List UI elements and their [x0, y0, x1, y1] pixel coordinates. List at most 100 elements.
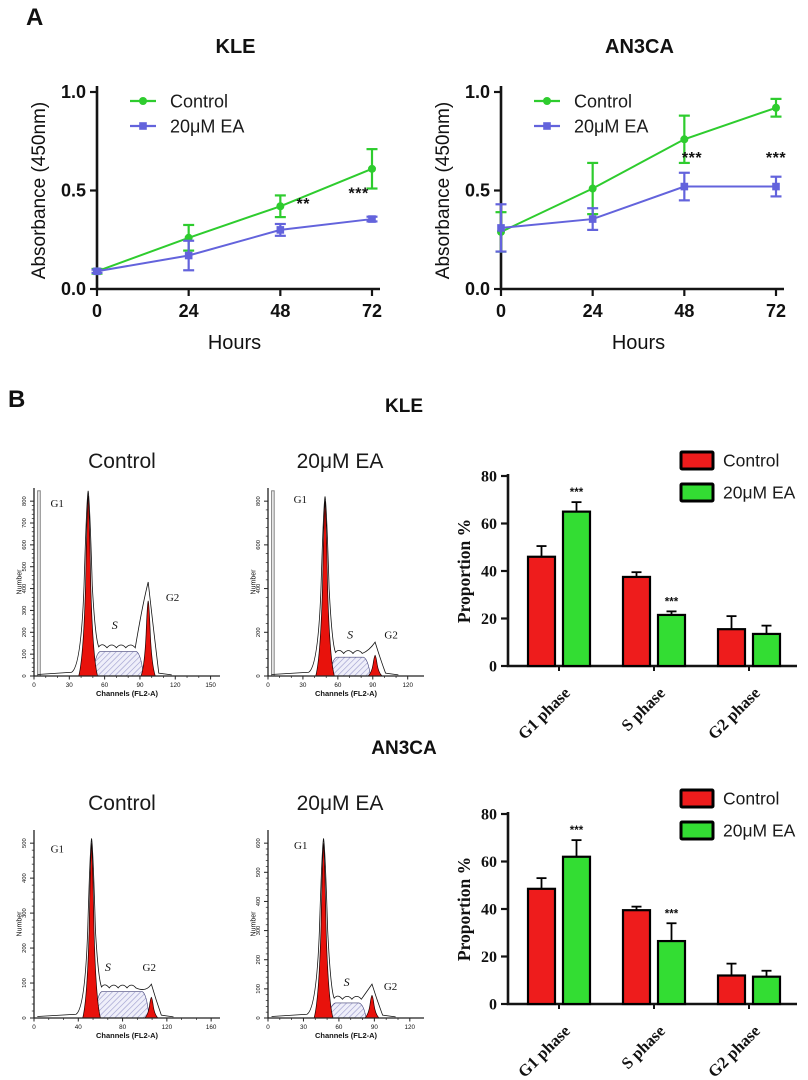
legend-label: Control [574, 92, 632, 112]
y-tick-label: 80 [481, 469, 497, 486]
svg-text:600: 600 [22, 540, 28, 550]
svg-text:500: 500 [22, 838, 28, 848]
legend-label: 20μM EA [723, 821, 796, 841]
kle-growth-chart: KLE 0.0 0.5 1.0 0 24 48 72 Hours Absorbance (450… [30, 34, 405, 374]
svg-text:200: 200 [22, 627, 28, 637]
svg-text:40: 40 [75, 1024, 83, 1031]
an3ca-growth-plot: 0.0 0.5 1.0 0 24 48 72 Hours Absorbance (450nm) C… [434, 82, 786, 354]
x-tick-label: 72 [362, 301, 382, 321]
svg-text:600: 600 [256, 838, 262, 848]
svg-text:300: 300 [22, 908, 28, 918]
category-label: S phase [617, 1021, 668, 1072]
an3ca-cellcycle-plot: 0 20 40 60 80 Proportion % G1 phase S phase G2 p… [455, 788, 797, 1080]
legend-label: Control [170, 92, 228, 112]
kle-flow-control-title: Control [88, 450, 156, 473]
x-axis-title: Channels (FL2-A) [96, 689, 159, 698]
y-axis-title: Absorbance (450nm) [30, 102, 50, 279]
y-tick-label: 40 [481, 902, 497, 919]
y-axis-title: Number [17, 569, 24, 595]
svg-text:0: 0 [256, 674, 262, 677]
svg-text:80: 80 [119, 1024, 127, 1031]
svg-text:0: 0 [256, 1016, 262, 1019]
g2-label: G2 [384, 629, 397, 641]
svg-text:120: 120 [402, 682, 413, 689]
an3ca-flow-control-chart: Control 0 100 200 300 400 500 Number 0 40 80 120 16… [16, 788, 246, 1050]
an3ca-cellcycle-chart: 0 20 40 60 80 Proportion % G1 phase S phase G2 p… [455, 768, 808, 1080]
svg-text:0: 0 [32, 682, 36, 689]
significance-stars: *** [682, 150, 702, 167]
svg-text:60: 60 [334, 682, 342, 689]
svg-text:400: 400 [256, 897, 262, 907]
g1-label: G1 [294, 494, 307, 506]
an3ca-growth-chart: AN3CA 0.0 0.5 1.0 0 24 48 72 Hours Absorbance (4… [434, 34, 808, 374]
an3ca-flow-control-plot: 0 100 200 300 400 500 Number 0 40 80 120 160 Channel… [17, 830, 220, 1040]
kle-cellcycle-plot: 0 20 40 60 80 Proportion % G1 phase S phase G2 p… [455, 450, 797, 742]
svg-text:200: 200 [256, 955, 262, 965]
svg-text:400: 400 [256, 584, 262, 594]
x-axis-title: Hours [612, 332, 665, 354]
svg-text:100: 100 [22, 978, 28, 988]
category-label: S phase [617, 683, 668, 734]
y-axis-title: Number [17, 911, 24, 937]
category-label: G2 phase [704, 683, 764, 742]
svg-text:100: 100 [256, 984, 262, 994]
kle-flow-control-chart: Control 0 100 200 300 400 500 600 700 800 Number 0… [16, 446, 246, 708]
x-tick-label: 0 [496, 301, 506, 321]
an3ca-flow-ea-chart: 20μM EA 0 100 200 300 400 500 600 Number 0 30 60 90… [250, 788, 450, 1050]
kle-flow-ea-title: 20μM EA [296, 450, 384, 473]
x-tick-label: 24 [583, 301, 603, 321]
an3ca-flow-control-title: Control [88, 792, 156, 815]
svg-text:90: 90 [369, 682, 377, 689]
svg-text:100: 100 [22, 649, 28, 659]
g2-label: G2 [384, 981, 397, 993]
section-title-kle: KLE [385, 396, 423, 417]
svg-text:400: 400 [22, 584, 28, 594]
legend-label: Control [723, 451, 779, 471]
g2-label: G2 [143, 962, 156, 974]
svg-text:300: 300 [256, 926, 262, 936]
svg-text:500: 500 [256, 867, 262, 877]
y-axis-title: Number [251, 911, 258, 937]
svg-text:30: 30 [299, 682, 307, 689]
s-label: S [105, 960, 111, 974]
svg-text:160: 160 [206, 1024, 217, 1031]
svg-text:0: 0 [22, 1016, 28, 1019]
x-tick-label: 72 [766, 301, 786, 321]
y-axis-title: Absorbance (450nm) [434, 102, 454, 279]
svg-text:200: 200 [256, 627, 262, 637]
y-axis-title: Proportion % [455, 857, 474, 961]
svg-text:60: 60 [335, 1024, 343, 1031]
y-tick-label: 0.0 [61, 279, 86, 299]
x-tick-label: 24 [179, 301, 199, 321]
y-tick-label: 1.0 [61, 82, 86, 102]
kle-flow-ea-plot: 0 200 400 600 800 Number 0 30 60 90 120 Channels (F… [251, 488, 424, 698]
s-label: S [112, 618, 118, 632]
svg-text:300: 300 [22, 606, 28, 616]
svg-text:700: 700 [22, 518, 28, 528]
y-tick-label: 80 [481, 807, 497, 824]
x-axis-title: Channels (FL2-A) [315, 689, 378, 698]
y-axis-title: Number [251, 569, 258, 595]
y-tick-label: 0 [489, 659, 497, 676]
significance-stars: *** [570, 825, 584, 837]
svg-text:800: 800 [22, 496, 28, 506]
g1-label: G1 [50, 498, 63, 510]
y-tick-label: 60 [481, 516, 497, 533]
an3ca-flow-ea-title: 20μM EA [296, 792, 384, 815]
kle-flow-ea-chart: 20μM EA 0 200 400 600 800 Number 0 30 60 90 120 Cha… [250, 446, 450, 708]
significance-stars: *** [349, 185, 369, 202]
svg-text:800: 800 [256, 496, 262, 506]
svg-text:0: 0 [266, 1024, 270, 1031]
svg-text:120: 120 [162, 1024, 173, 1031]
legend-label: 20μM EA [170, 117, 244, 137]
s-label: S [344, 975, 350, 989]
kle-cellcycle-chart: 0 20 40 60 80 Proportion % G1 phase S phase G2 p… [455, 430, 808, 742]
g1-label: G1 [294, 840, 307, 852]
kle-growth-title: KLE [215, 36, 256, 58]
y-tick-label: 60 [481, 854, 497, 871]
y-tick-label: 40 [481, 564, 497, 581]
svg-text:30: 30 [66, 682, 74, 689]
x-axis-title: Hours [208, 332, 261, 354]
svg-text:200: 200 [22, 943, 28, 953]
panel-a-label: A [26, 4, 44, 31]
